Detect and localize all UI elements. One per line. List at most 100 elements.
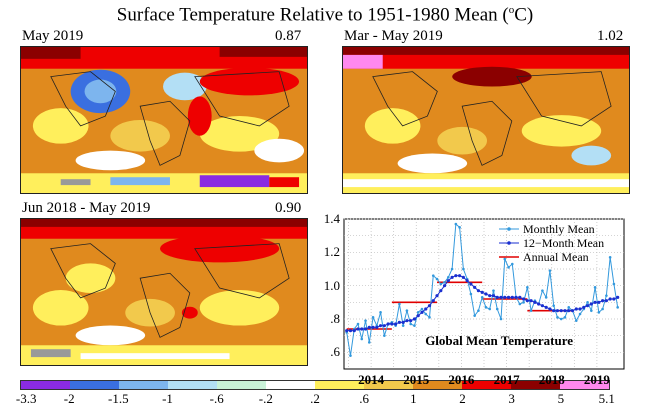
monthly-mean-point (548, 269, 552, 272)
monthly-mean-point (383, 334, 386, 337)
monthly-mean-point (608, 256, 612, 259)
monthly-mean-point (574, 319, 578, 322)
monthly-mean-point (492, 289, 495, 292)
12-month-mean-point (412, 317, 417, 321)
12-month-mean-point (401, 320, 405, 324)
x-tick-label: 2016 (448, 372, 475, 387)
monthly-mean-point (454, 222, 458, 226)
legend-swatch (413, 381, 462, 389)
12-month-mean-point (488, 294, 492, 298)
monthly-mean-point (469, 292, 473, 296)
12-month-mean-point (371, 325, 375, 329)
legend-entry: Annual Mean (523, 250, 589, 264)
legend-tick-label: -3.3 (15, 391, 37, 406)
12-month-mean-point (442, 284, 447, 288)
monthly-mean-point (616, 306, 619, 309)
legend-swatch (364, 381, 413, 389)
monthly-mean-point (379, 311, 382, 314)
12-month-mean-point (514, 295, 518, 299)
12-month-mean-point (367, 325, 371, 329)
legend-swatch (21, 381, 70, 389)
12-month-mean-point (431, 299, 435, 303)
12-month-mean-point (548, 307, 552, 311)
12-month-mean-point (394, 322, 398, 326)
12-month-mean-point (352, 329, 356, 333)
monthly-mean-point (356, 322, 360, 326)
legend-tick-label: 5 (557, 391, 565, 406)
monthly-mean-point (495, 307, 499, 311)
legend-tick-label: 5.1 (598, 391, 615, 406)
monthly-mean-point (484, 306, 488, 309)
monthly-mean-point (349, 354, 352, 357)
monthly-mean-point (510, 262, 514, 266)
map2-period: Mar - May 2019 (344, 28, 443, 44)
12-month-mean-point (345, 329, 349, 333)
12-month-mean-point (409, 319, 413, 323)
monthly-mean-point (371, 316, 375, 319)
monthly-mean-point (563, 316, 567, 319)
12-month-mean-point (405, 319, 409, 323)
y-tick-label: .8 (330, 311, 340, 326)
monthly-mean-point (462, 267, 465, 271)
x-tick-label: 2017 (493, 372, 520, 387)
monthly-mean-point (360, 337, 364, 341)
monthly-mean-point (552, 304, 555, 307)
monthly-mean-point (367, 341, 371, 344)
12-month-mean-point (360, 327, 364, 331)
y-tick-label: 1.2 (323, 244, 340, 260)
12-month-mean-point (518, 295, 522, 299)
monthly-mean-point (473, 314, 476, 317)
monthly-mean-point (559, 317, 563, 321)
12-month-mean-point (589, 302, 593, 306)
degree-superscript: o (508, 4, 515, 16)
12-month-mean-point (382, 324, 386, 328)
legend-swatch (217, 381, 266, 389)
legend-marker (507, 241, 511, 245)
map1-period: May 2019 (22, 28, 84, 44)
legend-tick-label: -1.5 (108, 391, 129, 406)
12-month-mean-point (416, 314, 420, 318)
12-month-mean-point (544, 305, 548, 309)
monthly-mean-point (450, 267, 454, 271)
monthly-mean-point (435, 277, 439, 281)
legend-tick-label: .2 (310, 391, 320, 406)
y-tick-label: 1.0 (323, 277, 340, 293)
y-tick-label: .6 (330, 344, 340, 360)
monthly-mean-point (522, 301, 525, 304)
12-month-mean-point (585, 304, 590, 308)
12-month-mean-point (450, 275, 454, 279)
monthly-mean-point (477, 309, 480, 312)
12-month-mean-point (537, 302, 541, 306)
monthly-mean-point (428, 316, 431, 319)
legend-swatch (315, 381, 364, 389)
12-month-mean-point (570, 309, 575, 313)
legend-swatch (266, 381, 315, 389)
legend-tick-label: 1 (410, 391, 417, 406)
12-month-mean-point (582, 305, 586, 309)
12-month-mean-point (363, 327, 368, 331)
monthly-mean-point (499, 317, 503, 321)
12-month-mean-point (476, 289, 481, 293)
12-month-mean-point (510, 295, 514, 299)
map-may-2019 (20, 46, 308, 194)
map-mar-may-2019 (342, 46, 630, 194)
map-jun2018-may2019 (20, 218, 308, 366)
12-month-mean-point (529, 299, 533, 303)
monthly-mean-point (401, 324, 405, 327)
monthly-mean-point (541, 289, 544, 292)
12-month-mean-point (552, 309, 556, 313)
monthly-mean-point (578, 312, 582, 316)
monthly-mean-point (556, 316, 559, 319)
monthly-mean-point (398, 302, 401, 306)
12-month-mean-point (559, 309, 563, 313)
chart-inner-title: Global Mean Temperature (425, 333, 573, 348)
12-month-mean-point (348, 329, 353, 333)
monthly-mean-point (447, 276, 450, 279)
12-month-mean-point (499, 295, 503, 299)
legend-swatch (462, 381, 511, 389)
x-tick-label: 2018 (538, 372, 565, 387)
12-month-mean-point (386, 322, 390, 326)
12-month-mean-point (397, 320, 401, 324)
legend-tick-label: 3 (508, 391, 515, 406)
